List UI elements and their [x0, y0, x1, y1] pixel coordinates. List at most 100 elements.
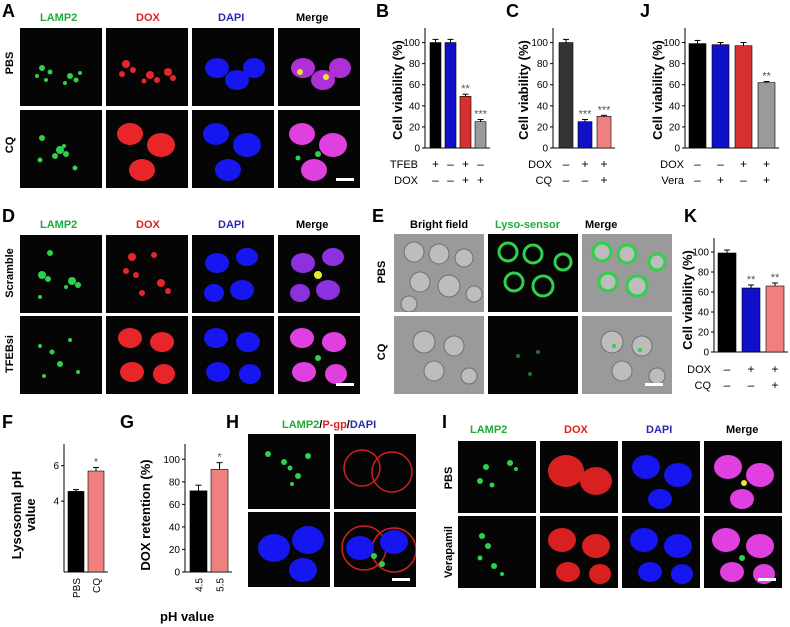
factor-label: DOX [394, 175, 419, 187]
factor-sign: – [724, 378, 731, 392]
factor-sign: – [748, 378, 755, 392]
factor-sign: – [694, 173, 701, 187]
micrograph [278, 28, 360, 106]
significance-label: *** [598, 104, 612, 116]
h-label-slash: / [346, 419, 350, 431]
micrograph [20, 28, 102, 106]
bar [757, 82, 776, 149]
y-tick-label: 40 [537, 101, 549, 112]
factor-sign: – [724, 362, 731, 376]
y-tick-label: 0 [542, 144, 548, 155]
factor-label: DOX [528, 159, 553, 171]
bar [87, 470, 105, 573]
micrograph [192, 316, 274, 394]
micrograph [540, 516, 618, 588]
factor-sign: – [447, 157, 454, 171]
channel-label-lamp2: LAMP2 [470, 424, 508, 436]
bar [596, 116, 612, 149]
bar [717, 252, 737, 353]
micrograph [582, 234, 672, 312]
panel-label-d: D [2, 206, 15, 226]
y-tick-label: 60 [537, 80, 549, 91]
y-tick-label: 20 [698, 328, 710, 339]
bar [429, 42, 442, 149]
factor-sign: + [771, 378, 778, 392]
factor-sign: + [747, 362, 754, 376]
panel-label-i: I [442, 412, 448, 432]
h-label-slash: / [319, 419, 323, 431]
channel-label-lamp2: LAMP2 [40, 219, 78, 231]
bar [189, 490, 208, 573]
y-tick-label: 100 [531, 38, 548, 49]
y-tick-label: 100 [692, 248, 709, 259]
y-tick-label: 80 [698, 268, 710, 279]
bar [711, 44, 730, 149]
micrograph [394, 316, 484, 394]
factor-sign: + [477, 173, 484, 187]
channel-label-dapi: DAPI [218, 12, 245, 24]
factor-sign: – [447, 173, 454, 187]
y-tick-label: 6 [53, 461, 59, 472]
y-tick-label: 4 [53, 497, 59, 508]
micrograph [106, 28, 188, 106]
scale-bar [645, 383, 663, 386]
factor-sign: + [600, 173, 607, 187]
channel-label-lamp2: LAMP2 [40, 12, 78, 24]
factor-sign: + [763, 173, 770, 187]
micrograph [458, 516, 536, 588]
y-tick-label: 40 [169, 522, 181, 533]
micrograph [278, 110, 360, 188]
bar [459, 96, 472, 149]
channel-label-merge: Merge [585, 219, 618, 231]
micrograph [488, 234, 578, 312]
micrograph [192, 110, 274, 188]
micrograph [704, 516, 782, 588]
panel-label-j: J [640, 1, 651, 21]
factor-sign: – [717, 157, 724, 171]
y-tick-label: 20 [669, 122, 681, 133]
y-tick-label: 40 [669, 101, 681, 112]
scale-bar [758, 578, 776, 581]
y-tick-label: 0 [674, 144, 680, 155]
bar [558, 42, 574, 149]
significance-label: * [217, 452, 222, 464]
significance-label: ** [771, 272, 780, 284]
panel-label-a: A [2, 1, 15, 21]
factor-sign: + [763, 157, 770, 171]
y-tick-label: 100 [163, 455, 180, 466]
factor-sign: – [432, 173, 439, 187]
bar [444, 42, 457, 149]
y-tick-label: 100 [663, 38, 680, 49]
scale-bar [336, 178, 354, 181]
x-tick-label: CQ [92, 578, 103, 593]
factor-sign: + [717, 173, 724, 187]
channel-label-dapi: DAPI [218, 219, 245, 231]
micrograph [622, 516, 700, 588]
channel-label-lyso-sensor: Lyso-sensor [495, 219, 561, 231]
micrograph [394, 234, 484, 312]
y-tick-label: 40 [698, 308, 710, 319]
factor-label: DOX [660, 159, 685, 171]
channel-label-dox: DOX [136, 219, 160, 231]
bar [577, 121, 593, 149]
factor-sign: + [462, 157, 469, 171]
micrograph [704, 441, 782, 513]
h-label-dapi: DAPI [349, 419, 377, 431]
x-tick-label: PBS [72, 578, 83, 598]
h-label-lamp2: LAMP2 [282, 419, 320, 431]
micrograph [278, 316, 360, 394]
factor-sign: – [582, 173, 589, 187]
channel-label-dapi: DAPI [646, 424, 673, 436]
factor-label: DOX [687, 364, 712, 376]
significance-label: *** [474, 109, 488, 121]
y-tick-label: 40 [409, 101, 421, 112]
bar [734, 45, 753, 149]
channel-label-dox: DOX [136, 12, 160, 24]
micrograph [20, 110, 102, 188]
bar [765, 285, 785, 353]
factor-label: CQ [695, 380, 712, 392]
x-tick-label: 4.5 [195, 578, 206, 592]
scale-bar [336, 383, 354, 386]
y-tick-label: 80 [409, 59, 421, 70]
